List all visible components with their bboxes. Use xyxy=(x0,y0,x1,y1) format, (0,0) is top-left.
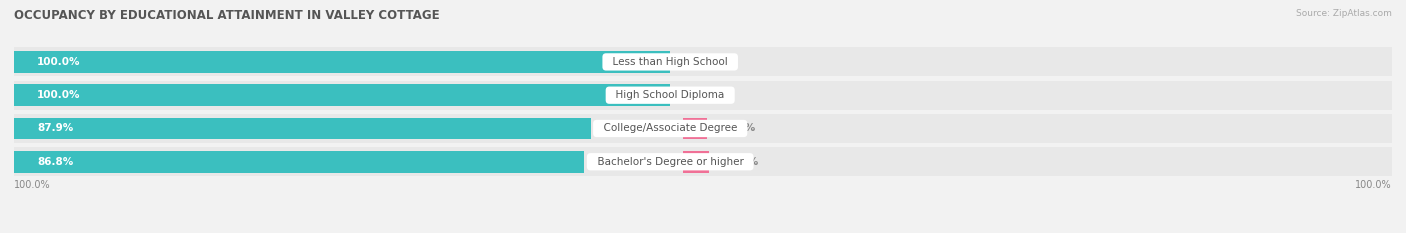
Bar xyxy=(14,151,583,173)
Text: 0.0%: 0.0% xyxy=(696,57,725,67)
Bar xyxy=(14,118,591,139)
Bar xyxy=(14,51,671,73)
Bar xyxy=(683,118,707,139)
Text: 0.0%: 0.0% xyxy=(696,90,725,100)
Text: 100.0%: 100.0% xyxy=(1355,180,1392,190)
Legend: Owner-occupied, Renter-occupied: Owner-occupied, Renter-occupied xyxy=(595,231,811,233)
Text: 100.0%: 100.0% xyxy=(14,180,51,190)
Text: Source: ZipAtlas.com: Source: ZipAtlas.com xyxy=(1296,9,1392,18)
Bar xyxy=(14,114,1392,143)
Text: 100.0%: 100.0% xyxy=(37,57,80,67)
Bar xyxy=(14,48,1392,76)
Text: 12.1%: 12.1% xyxy=(720,123,756,134)
Text: 87.9%: 87.9% xyxy=(37,123,73,134)
Bar xyxy=(14,81,1392,110)
Text: 86.8%: 86.8% xyxy=(37,157,73,167)
Bar xyxy=(14,84,671,106)
Text: 100.0%: 100.0% xyxy=(37,90,80,100)
Text: 13.2%: 13.2% xyxy=(723,157,759,167)
Bar xyxy=(14,147,1392,176)
Bar xyxy=(683,151,709,173)
Text: College/Associate Degree: College/Associate Degree xyxy=(596,123,744,134)
Text: Less than High School: Less than High School xyxy=(606,57,734,67)
Text: Bachelor's Degree or higher: Bachelor's Degree or higher xyxy=(591,157,749,167)
Text: High School Diploma: High School Diploma xyxy=(609,90,731,100)
Text: OCCUPANCY BY EDUCATIONAL ATTAINMENT IN VALLEY COTTAGE: OCCUPANCY BY EDUCATIONAL ATTAINMENT IN V… xyxy=(14,9,440,22)
